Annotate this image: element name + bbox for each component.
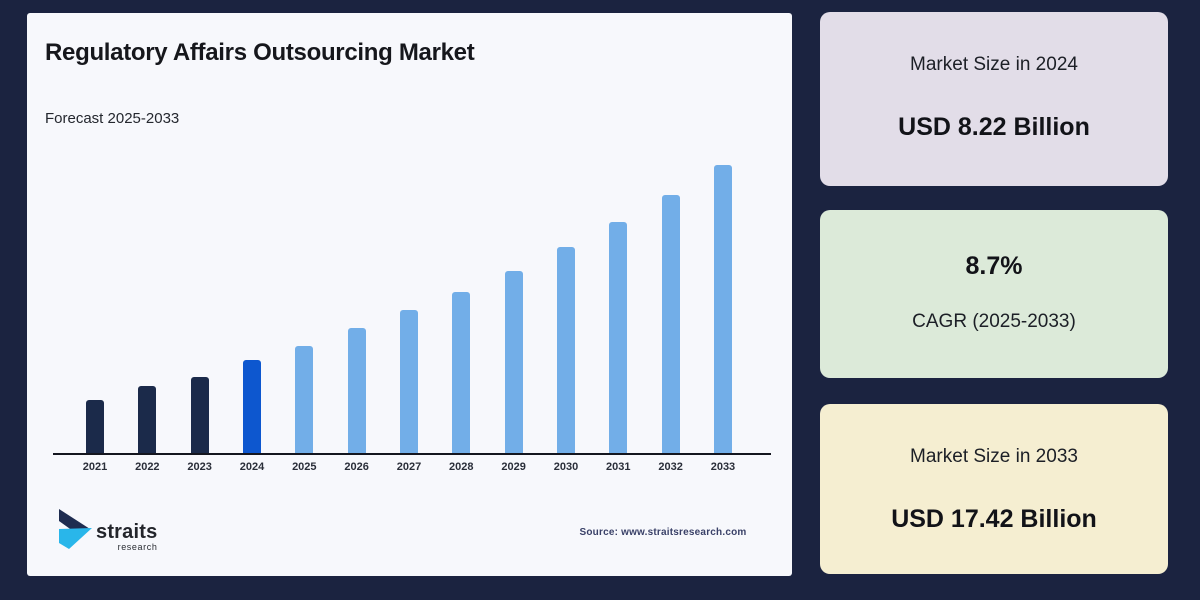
year-label-2021: 2021 <box>82 461 108 473</box>
bar-2033 <box>713 165 732 453</box>
logo-wordmark: straits research <box>96 521 157 552</box>
x-axis-line <box>53 453 771 455</box>
stat-card-cagr: 8.7% CAGR (2025-2033) <box>820 210 1168 378</box>
bar-2023 <box>190 377 209 453</box>
bar-chart: 2021 2022 2023 2024 2025 2026 2027 2028 2029 2030… <box>27 13 792 576</box>
year-label-2025: 2025 <box>292 461 317 473</box>
year-label-2028: 2028 <box>449 461 474 473</box>
year-label-2024: 2024 <box>239 461 265 473</box>
year-label-2033: 2033 <box>710 461 736 473</box>
year-label-2027: 2027 <box>396 461 422 473</box>
stat-card-2024-label: Market Size in 2024 <box>910 54 1078 75</box>
chart-subtitle: Forecast 2025-2033 <box>45 110 180 127</box>
bar-2026 <box>347 328 366 453</box>
bar-2032 <box>661 195 680 453</box>
chart-card: Regulatory Affairs Outsourcing Market Fo… <box>27 13 792 576</box>
bar-2027 <box>399 310 418 453</box>
straits-research-logo: straits research <box>57 508 157 552</box>
stat-card-2033-value: USD 17.42 Billion <box>891 505 1097 533</box>
bar-2030 <box>556 247 575 453</box>
stat-card-market-size-2024: Market Size in 2024 USD 8.22 Billion <box>820 12 1168 186</box>
year-label-2023: 2023 <box>187 461 212 473</box>
bar-2031 <box>609 222 628 453</box>
stat-card-cagr-label: CAGR (2025-2033) <box>912 311 1076 332</box>
bar-2025 <box>295 346 314 453</box>
year-label-2031: 2031 <box>606 461 631 473</box>
chart-title: Regulatory Affairs Outsourcing Market <box>45 39 475 66</box>
year-label-2022: 2022 <box>135 461 160 473</box>
stat-card-2024-value: USD 8.22 Billion <box>898 113 1090 141</box>
stat-card-2033-label: Market Size in 2033 <box>910 446 1078 467</box>
year-label-2032: 2032 <box>658 461 683 473</box>
logo-mark-icon <box>59 509 92 549</box>
logo-word: straits <box>96 521 158 543</box>
source-text: Source: www.straitsresearch.com <box>579 527 747 538</box>
year-label-2030: 2030 <box>553 461 579 473</box>
bar-2021 <box>86 400 104 453</box>
stat-card-cagr-value: 8.7% <box>965 252 1023 280</box>
year-label-2026: 2026 <box>344 461 369 473</box>
bar-2028 <box>452 292 471 453</box>
bar-2024 <box>242 360 261 453</box>
stat-card-market-size-2033: Market Size in 2033 USD 17.42 Billion <box>820 404 1168 574</box>
logo-subtext: research <box>117 542 158 552</box>
bar-2029 <box>504 271 523 453</box>
year-label-2029: 2029 <box>501 461 526 473</box>
bar-2022 <box>138 386 157 453</box>
